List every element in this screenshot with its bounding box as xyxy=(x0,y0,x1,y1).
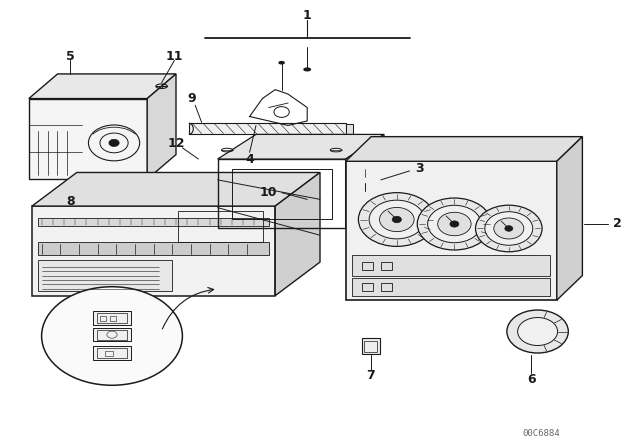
Bar xyxy=(110,316,116,321)
Circle shape xyxy=(369,200,424,239)
Circle shape xyxy=(438,212,471,236)
Polygon shape xyxy=(32,172,320,206)
Text: 00C6884: 00C6884 xyxy=(522,429,559,438)
Circle shape xyxy=(450,221,459,227)
Circle shape xyxy=(494,218,524,239)
Circle shape xyxy=(518,318,557,345)
Bar xyxy=(38,260,172,291)
Bar xyxy=(93,311,131,325)
Bar xyxy=(97,313,127,323)
Bar xyxy=(29,99,147,179)
Bar xyxy=(364,341,377,352)
Circle shape xyxy=(476,205,542,252)
Bar xyxy=(93,328,131,341)
Bar xyxy=(362,338,380,354)
Circle shape xyxy=(505,226,513,231)
Bar xyxy=(346,124,353,134)
Text: 11: 11 xyxy=(166,49,183,63)
Circle shape xyxy=(507,310,568,353)
Bar xyxy=(362,262,373,270)
Bar xyxy=(105,351,113,356)
Circle shape xyxy=(392,216,401,223)
Text: 2: 2 xyxy=(613,217,622,230)
Bar xyxy=(38,242,269,255)
Bar xyxy=(232,169,332,219)
Bar xyxy=(381,283,392,291)
Bar xyxy=(352,278,550,296)
Text: 6: 6 xyxy=(527,373,536,387)
Polygon shape xyxy=(557,137,582,300)
Circle shape xyxy=(109,139,119,146)
Text: 9: 9 xyxy=(188,92,196,105)
Bar xyxy=(38,218,269,226)
Ellipse shape xyxy=(279,62,284,64)
Text: 8: 8 xyxy=(66,195,74,208)
Bar xyxy=(362,283,373,291)
Bar xyxy=(218,159,346,228)
Circle shape xyxy=(358,193,435,246)
Bar xyxy=(189,123,346,134)
Text: 12: 12 xyxy=(167,137,185,150)
Bar xyxy=(97,348,127,358)
Text: 4: 4 xyxy=(245,152,254,166)
Polygon shape xyxy=(346,134,384,228)
Bar xyxy=(381,262,392,270)
Bar xyxy=(32,206,275,296)
Bar xyxy=(97,330,127,340)
Ellipse shape xyxy=(304,68,310,71)
Bar xyxy=(93,346,131,360)
Circle shape xyxy=(485,212,532,245)
Polygon shape xyxy=(147,74,176,179)
Bar xyxy=(178,211,263,242)
Circle shape xyxy=(417,198,492,250)
Bar xyxy=(346,161,557,300)
Text: 7: 7 xyxy=(366,369,375,382)
Polygon shape xyxy=(346,137,582,161)
Bar xyxy=(100,316,106,321)
Circle shape xyxy=(380,207,414,232)
Bar xyxy=(352,255,550,276)
Polygon shape xyxy=(275,172,320,296)
Text: 10: 10 xyxy=(260,186,278,199)
Text: 3: 3 xyxy=(415,162,424,175)
Circle shape xyxy=(42,287,182,385)
Circle shape xyxy=(428,205,481,243)
Text: 5: 5 xyxy=(66,49,75,63)
Polygon shape xyxy=(218,134,384,159)
Polygon shape xyxy=(29,74,176,99)
Text: 1: 1 xyxy=(303,9,312,22)
